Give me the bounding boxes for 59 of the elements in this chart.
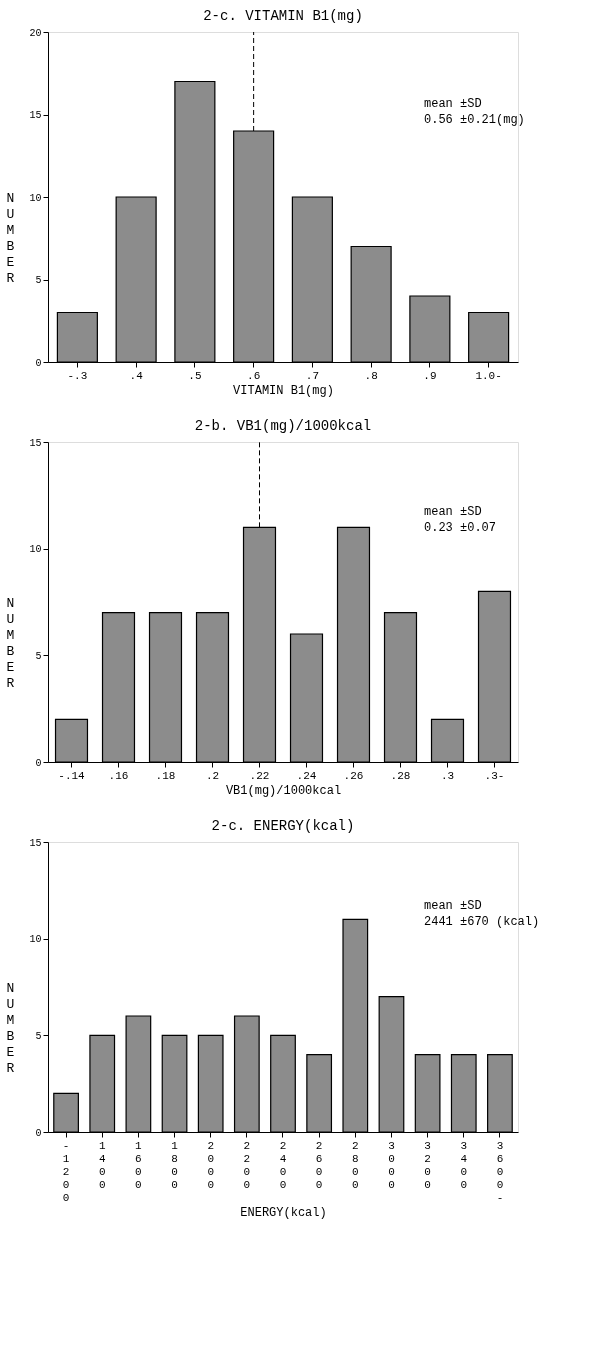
- x-tick-label: -1200: [62, 1139, 70, 1204]
- x-axis-title: VB1(mg)/1000kcal: [225, 783, 342, 798]
- x-tick-label: .24: [296, 769, 317, 782]
- y-tick-label: 10: [29, 934, 42, 946]
- y-tick-label: 5: [35, 1030, 42, 1042]
- y-tick-label: 10: [29, 544, 42, 556]
- x-tick-label: .8: [364, 369, 378, 382]
- x-tick-label: .28: [390, 769, 411, 782]
- annotation: 0.23 ±0.07: [424, 521, 497, 535]
- x-tick-label: 1800: [171, 1139, 179, 1191]
- annotation: mean ±SD: [424, 505, 482, 519]
- chart-title: 2-b. VB1(mg)/1000kcal: [194, 418, 372, 434]
- x-tick-label: 2600: [315, 1139, 323, 1191]
- x-tick-label: 3000: [388, 1139, 395, 1191]
- x-tick-label: 1.0-: [475, 369, 502, 382]
- x-tick-label: .3-: [484, 769, 505, 782]
- x-tick-label: 2000: [207, 1139, 214, 1191]
- y-tick-label: 5: [35, 275, 42, 286]
- y-axis-title: NUMBER: [6, 595, 15, 691]
- annotation: 0.56 ±0.21(mg): [424, 113, 525, 127]
- x-tick-label: 2200: [243, 1139, 251, 1191]
- y-axis-title: NUMBER: [6, 190, 15, 286]
- annotation: mean ±SD: [424, 97, 482, 111]
- x-tick-label: .18: [155, 769, 176, 782]
- x-tick-label: .7: [305, 369, 319, 382]
- x-tick-label: .9: [423, 369, 437, 382]
- x-axis-title: ENERGY(kcal): [240, 1205, 327, 1220]
- y-axis-title: NUMBER: [6, 980, 15, 1076]
- annotation: mean ±SD: [424, 899, 482, 913]
- x-tick-label: 2800: [352, 1139, 359, 1191]
- y-tick-label: 10: [29, 192, 42, 204]
- x-tick-label: .16: [108, 769, 129, 782]
- x-tick-label: .6: [247, 369, 261, 382]
- chart-title: 2-c. VITAMIN B1(mg): [203, 8, 363, 24]
- x-axis-title: VITAMIN B1(mg): [233, 383, 334, 398]
- y-tick-label: 15: [29, 837, 42, 849]
- x-tick-label: 3200: [424, 1139, 431, 1191]
- x-tick-label: 1400: [98, 1139, 106, 1191]
- y-tick-label: 5: [35, 650, 42, 662]
- x-tick-label: .2: [205, 769, 220, 782]
- y-tick-label: 15: [29, 110, 42, 121]
- y-tick-label: 0: [35, 357, 42, 369]
- x-tick-label: .22: [249, 769, 270, 782]
- x-tick-label: .5: [188, 369, 202, 382]
- x-tick-label: -.3: [67, 369, 88, 382]
- x-tick-label: .3: [440, 769, 455, 782]
- x-tick-label: 3600-: [496, 1139, 504, 1204]
- annotation: 2441 ±670 (kcal): [424, 915, 540, 929]
- x-tick-label: .26: [343, 769, 364, 782]
- x-tick-label: .4: [129, 369, 144, 382]
- y-tick-label: 0: [35, 1127, 42, 1139]
- y-tick-label: 0: [35, 757, 42, 769]
- x-tick-label: 1600: [135, 1139, 143, 1191]
- x-tick-label: 2400: [279, 1139, 287, 1191]
- chart-title: 2-c. ENERGY(kcal): [211, 818, 355, 834]
- y-tick-label: 15: [29, 437, 42, 449]
- y-tick-label: 20: [29, 27, 42, 39]
- x-tick-label: -.14: [58, 769, 86, 782]
- x-tick-label: 3400: [460, 1139, 468, 1191]
